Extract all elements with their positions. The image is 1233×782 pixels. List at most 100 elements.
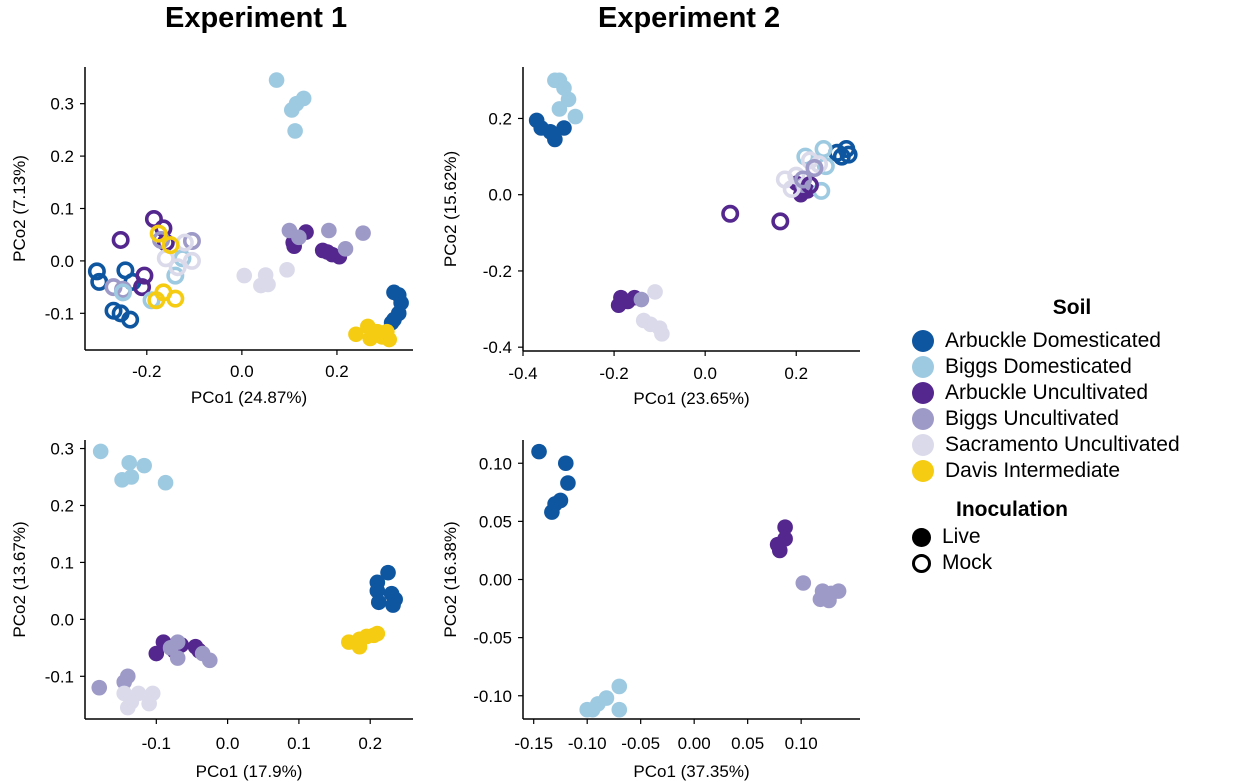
point-arbuckle-uncultivated-live	[148, 645, 165, 662]
y-axis-label: PCo2 (16.38%)	[441, 521, 460, 637]
point-biggs-domesticated-live	[611, 701, 628, 718]
point-sacramento-uncultivated-live	[279, 262, 295, 278]
point-biggs-domesticated-live	[611, 678, 628, 695]
point-davis-intermediate-mock	[149, 224, 168, 243]
point-biggs-uncultivated-mock	[805, 159, 824, 178]
point-sacramento-uncultivated-mock	[182, 251, 201, 270]
x-tick-label: -0.2	[599, 364, 628, 383]
y-axis-label: PCo2 (7.13%)	[10, 155, 29, 262]
y-tick-label: 0.3	[50, 440, 74, 459]
point-arbuckle-uncultivated-live	[771, 542, 788, 559]
x-tick-label: 0.2	[325, 362, 349, 381]
point-biggs-uncultivated-live	[169, 650, 186, 666]
point-arbuckle-domesticated-live	[370, 594, 387, 611]
x-tick-label: 0.00	[678, 734, 711, 753]
point-davis-intermediate-live	[369, 625, 386, 642]
point-sacramento-uncultivated-live	[647, 284, 663, 300]
point-biggs-domesticated-live	[579, 701, 595, 718]
point-biggs-uncultivated-live	[116, 674, 133, 690]
y-tick-label: 0.2	[50, 496, 74, 515]
y-tick-label: -0.05	[473, 629, 512, 648]
legend-inoculation: Inoculation Live Mock	[912, 498, 1232, 576]
y-tick-label: 0.05	[479, 512, 512, 531]
x-axis-label: PCo1 (23.65%)	[633, 389, 749, 408]
legend-item-sacramento-uncultivated: Sacramento Uncultivated	[912, 432, 1232, 458]
experiment-2-title: Experiment 2	[598, 2, 781, 34]
point-biggs-uncultivated-live	[291, 229, 307, 246]
x-tick-label: -0.4	[508, 364, 537, 383]
legend-swatch-mock	[912, 553, 931, 573]
legend-item-biggs-uncultivated: Biggs Uncultivated	[912, 406, 1232, 432]
y-tick-label: 0.1	[50, 553, 74, 572]
legend: Soil Arbuckle Domesticated Biggs Domestic…	[912, 296, 1232, 576]
x-tick-label: 0.0	[693, 364, 717, 383]
x-tick-label: 0.05	[731, 734, 764, 753]
legend-swatch-live	[912, 527, 931, 547]
x-axis-label: PCo1 (17.9%)	[196, 762, 303, 781]
legend-swatch-biggs-uncultivated	[912, 408, 934, 430]
point-biggs-domesticated-live	[136, 457, 152, 474]
y-tick-label: -0.1	[45, 304, 74, 323]
x-axis-label: PCo1 (37.35%)	[633, 762, 749, 781]
point-biggs-domesticated-live	[121, 454, 138, 471]
legend-swatch-biggs-domesticated	[912, 356, 934, 378]
point-biggs-domesticated-live	[92, 443, 109, 460]
y-tick-label: 0.2	[488, 109, 512, 128]
point-sacramento-uncultivated-live	[141, 695, 157, 712]
legend-item-live: Live	[912, 524, 1232, 550]
point-biggs-uncultivated-mock	[182, 231, 201, 250]
point-biggs-domesticated-live	[268, 72, 285, 88]
point-arbuckle-uncultivated-live	[777, 519, 793, 535]
point-arbuckle-uncultivated-mock	[135, 266, 154, 285]
point-arbuckle-uncultivated-mock	[721, 204, 740, 223]
point-biggs-domesticated-mock	[166, 266, 185, 285]
point-sacramento-uncultivated-live	[119, 699, 136, 716]
point-sacramento-uncultivated-live	[654, 326, 670, 342]
point-biggs-uncultivated-live	[201, 652, 218, 669]
y-tick-label: 0.3	[50, 95, 74, 114]
legend-item-davis-intermediate: Davis Intermediate	[912, 458, 1232, 484]
scatter-exp2-bottom: -0.15 -0.10 -0.05 0.00 0.05 0.10 -0.10 -0.05 0.0…	[441, 440, 860, 781]
x-tick-label: 0.0	[230, 362, 254, 381]
y-tick-label: -0.4	[483, 338, 512, 357]
legend-inoculation-title: Inoculation	[956, 498, 1068, 521]
y-axis-label: PCo2 (15.62%)	[441, 151, 460, 267]
point-arbuckle-uncultivated-mock	[111, 230, 130, 249]
scatter-exp1-bottom: -0.1 0.0 0.1 0.2 -0.1 0.0 0.1 0.2 0.3 PCo1 (17.9%…	[10, 440, 413, 781]
experiment-1-title: Experiment 1	[165, 2, 348, 34]
point-arbuckle-domesticated-mock	[121, 310, 140, 329]
legend-item-arbuckle-uncultivated: Arbuckle Uncultivated	[912, 380, 1232, 406]
legend-swatch-arbuckle-domesticated	[912, 330, 934, 352]
point-biggs-domesticated-live	[123, 469, 140, 485]
y-tick-label: 0.1	[50, 200, 74, 219]
point-biggs-domesticated-live	[283, 102, 300, 118]
x-tick-label: 0.1	[287, 734, 311, 753]
x-tick-label: -0.05	[621, 734, 660, 753]
point-biggs-uncultivated-live	[337, 241, 354, 257]
legend-label-arbuckle-uncultivated: Arbuckle Uncultivated	[945, 381, 1149, 404]
point-davis-intermediate-live	[351, 638, 368, 655]
legend-label-davis-intermediate: Davis Intermediate	[945, 459, 1121, 482]
legend-soil-title: Soil	[1052, 296, 1092, 319]
x-tick-label: -0.10	[568, 734, 607, 753]
point-arbuckle-domesticated-live	[557, 455, 574, 472]
legend-label-biggs-uncultivated: Biggs Uncultivated	[945, 407, 1119, 430]
point-biggs-uncultivated-mock	[794, 170, 813, 189]
point-arbuckle-domesticated-live	[544, 504, 560, 520]
y-tick-label: -0.2	[483, 262, 512, 281]
x-tick-label: 0.2	[358, 734, 382, 753]
point-davis-intermediate-mock	[166, 289, 185, 308]
point-davis-intermediate-mock	[161, 236, 180, 255]
point-biggs-domesticated-mock	[814, 139, 833, 158]
point-biggs-uncultivated-live	[795, 575, 812, 591]
legend-item-biggs-domesticated: Biggs Domesticated	[912, 354, 1232, 380]
x-tick-label: 0.10	[785, 734, 818, 753]
point-arbuckle-uncultivated-mock	[133, 278, 152, 297]
point-arbuckle-domesticated-live	[531, 443, 547, 460]
point-biggs-domesticated-live	[551, 101, 568, 117]
point-biggs-domesticated-live	[157, 474, 174, 491]
y-tick-label: 0.0	[488, 186, 512, 205]
point-biggs-uncultivated-live	[321, 222, 337, 239]
point-biggs-domesticated-mock	[114, 283, 133, 302]
y-tick-label: 0.00	[479, 571, 512, 590]
